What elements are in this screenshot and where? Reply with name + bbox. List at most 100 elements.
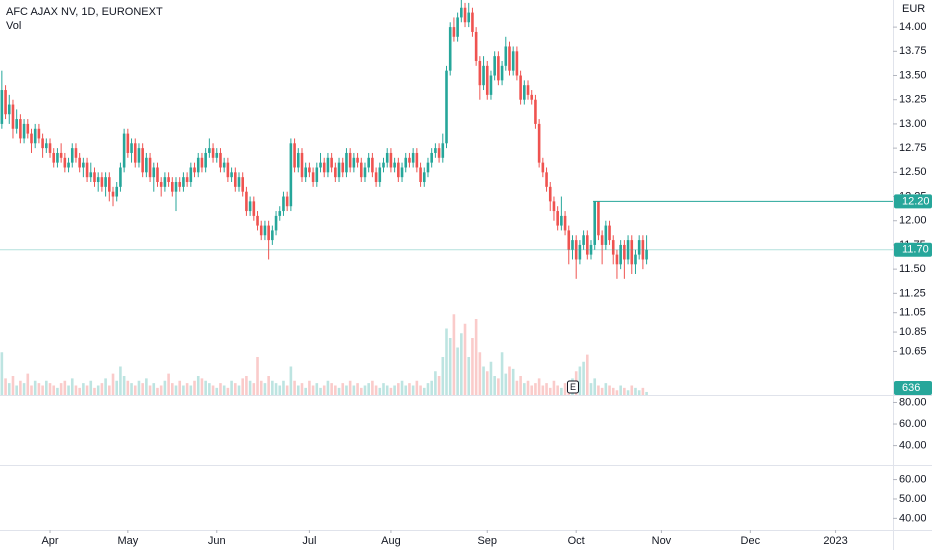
candle-body: [322, 162, 326, 173]
candle-body: [15, 119, 18, 129]
y-tick-label: 40.00: [899, 440, 927, 452]
volume-bar: [178, 380, 182, 395]
volume-bar: [133, 385, 137, 395]
candle-body: [122, 133, 126, 168]
candle-body: [245, 191, 248, 212]
volume-bar: [645, 391, 648, 395]
candle-body: [271, 230, 274, 241]
volume-bar: [408, 383, 411, 395]
volume-bar: [145, 378, 148, 395]
volume-bar: [137, 380, 141, 395]
volume-bar: [563, 383, 567, 395]
candle-body: [274, 215, 278, 231]
candle-body: [500, 65, 504, 81]
x-tick-label: Oct: [568, 535, 585, 547]
candle-body: [630, 240, 634, 265]
candle-body: [22, 123, 26, 139]
candle-body: [411, 152, 415, 163]
candle-body: [334, 167, 337, 178]
volume-bar: [82, 383, 85, 395]
candle-body: [641, 240, 645, 260]
volume-bar: [419, 385, 422, 395]
candle-body: [611, 240, 615, 255]
candle-body: [445, 70, 448, 144]
candle-body: [419, 167, 422, 183]
volume-bar: [463, 323, 467, 395]
volume-label: Vol: [6, 20, 21, 32]
volume-bar: [478, 352, 482, 395]
volume-bar: [322, 385, 326, 395]
volume-bar: [219, 383, 222, 395]
volume-bar: [482, 366, 485, 395]
volume-bar: [130, 383, 133, 395]
candle-body: [519, 75, 522, 100]
volume-bar: [100, 383, 104, 395]
volume-bar: [534, 383, 537, 395]
volume-bar: [411, 385, 415, 395]
candle-body: [374, 172, 378, 183]
candle-body: [204, 152, 207, 168]
volume-bar: [22, 383, 26, 395]
volume-bar: [493, 376, 496, 395]
volume-bar: [630, 385, 634, 395]
candle-body: [215, 152, 219, 158]
candle-body: [437, 148, 441, 158]
volume-bar: [119, 366, 122, 395]
volume-bar: [497, 378, 500, 395]
candle-body: [619, 244, 622, 265]
x-tick-label: Apr: [41, 535, 58, 547]
candle-body: [126, 133, 130, 153]
candle-body: [408, 157, 411, 163]
volume-bar: [263, 383, 267, 395]
candle-body: [0, 90, 4, 124]
volume-bar: [615, 390, 619, 395]
candle-body: [156, 167, 159, 183]
candle-body: [178, 182, 182, 187]
candle-body: [597, 201, 600, 236]
candle-body: [541, 162, 545, 173]
candle-body: [193, 167, 196, 173]
candle-body: [571, 240, 574, 250]
volume-bar: [189, 385, 193, 395]
volume-bar: [245, 376, 248, 395]
candle-body: [96, 177, 100, 183]
candle-body: [315, 167, 319, 183]
candle-body: [19, 119, 22, 139]
volume-bar: [541, 385, 545, 395]
candle-body: [163, 177, 167, 187]
candle-body: [441, 143, 445, 158]
volume-bar: [37, 383, 41, 395]
volume-bar: [163, 380, 167, 395]
volume-bar: [259, 380, 263, 395]
volume-bar: [582, 361, 585, 395]
candle-body: [159, 182, 163, 187]
volume-bar: [300, 383, 304, 395]
candle-body: [474, 31, 478, 61]
volume-bar: [359, 387, 363, 395]
volume-bar: [400, 380, 404, 395]
candle-body: [326, 157, 330, 173]
volume-bar: [448, 338, 452, 395]
y-tick-label: 13.25: [899, 94, 927, 106]
candle-body: [448, 27, 452, 71]
volume-bar: [211, 385, 215, 395]
volume-bar: [226, 387, 230, 395]
volume-bar: [48, 383, 52, 395]
candle-body: [637, 240, 641, 255]
candle-body: [600, 235, 604, 245]
candle-body: [530, 94, 534, 100]
volume-bar: [485, 371, 489, 395]
y-tick-label: 80.00: [899, 396, 927, 408]
volume-bar: [78, 387, 81, 395]
volume-bar: [93, 387, 96, 395]
volume-bar: [222, 385, 226, 395]
volume-bar: [597, 385, 600, 395]
candle-body: [404, 157, 408, 168]
volume-bar: [437, 376, 441, 395]
y-tick-label: 11.25: [899, 287, 926, 299]
volume-bar: [537, 378, 541, 395]
volume-bar: [626, 390, 630, 395]
candle-body: [248, 201, 252, 212]
candle-body: [534, 99, 537, 124]
candle-body: [211, 148, 215, 158]
